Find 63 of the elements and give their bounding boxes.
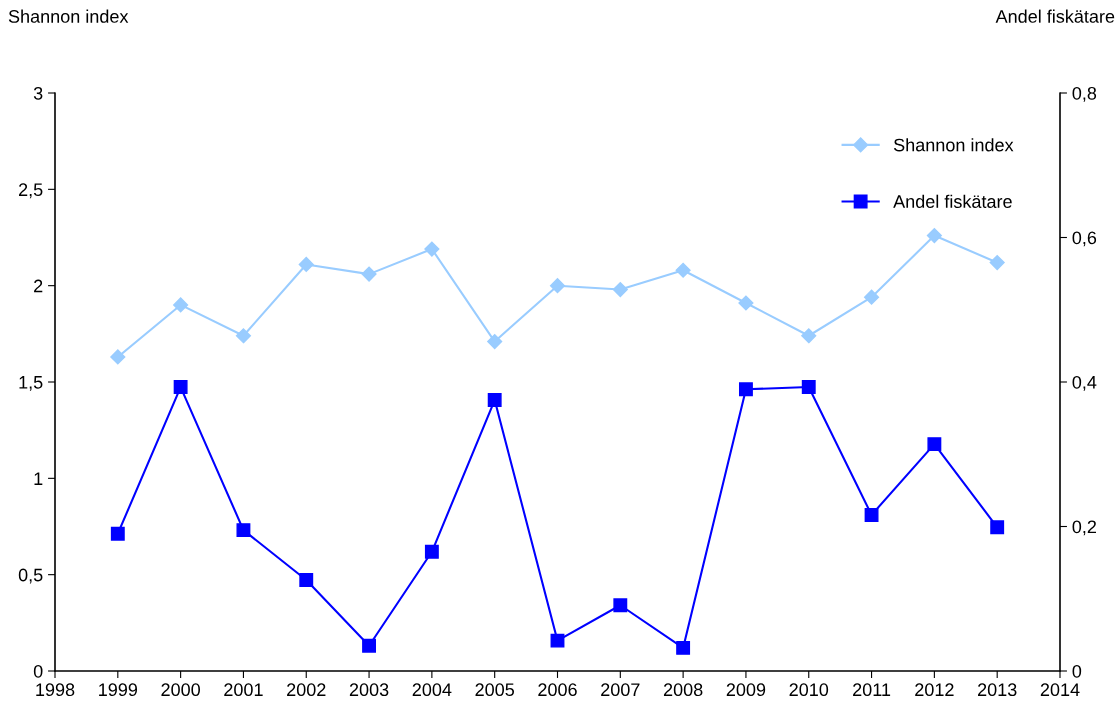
y-tick-label: 0 [33,664,43,678]
x-tick-label: 2000 [161,683,200,697]
point [549,278,566,294]
point [298,256,314,273]
x-tick-label: 2001 [224,683,263,697]
point [424,241,440,257]
point [487,393,502,408]
y-tick-label: 2 [34,279,43,293]
point [362,638,377,653]
x-tick-label: 2004 [412,683,452,697]
x-tick-label: 2003 [349,683,389,697]
x-tick-label: 2009 [726,683,766,697]
point [927,437,942,452]
point [738,382,753,397]
y-tick-label: 2,5 [19,183,43,199]
point [676,640,691,655]
point [613,598,628,613]
x-tick-label: 2002 [287,683,326,697]
point [173,380,188,395]
legend-label: Shannon index [893,138,1014,152]
x-tick-label: 2014 [1040,683,1080,697]
point [110,349,126,365]
y-tick-label: 3 [33,86,43,100]
x-tick-label: 1998 [36,683,75,697]
y-tick-label: 1,5 [19,376,43,391]
point [989,254,1005,271]
y-axis-title: Shannon index [8,9,129,23]
point [173,297,189,313]
x-tick-label: 2005 [475,683,515,697]
point [738,295,754,311]
point [864,507,879,522]
point [990,520,1005,535]
point [926,228,942,244]
point [236,523,251,538]
x-tick-label: 2013 [978,683,1017,697]
y2-tick-label: 0 [1072,664,1082,678]
point [110,526,125,541]
x-tick-label: 2010 [789,683,829,697]
point [487,333,503,350]
point [801,328,817,344]
x-tick-label: 2012 [915,683,954,697]
legend-label: Andel fiskätare [893,194,1012,208]
x-tick-label: 1999 [99,683,138,697]
y2-tick-label: 0,4 [1072,375,1097,391]
point [863,289,880,305]
x-tick-label: 2011 [853,683,891,697]
y-tick-label: 1 [34,472,43,485]
point [612,281,628,298]
point [361,266,377,282]
point [424,544,439,559]
y2-tick-label: 0,2 [1072,520,1096,536]
point [675,262,691,278]
point [550,633,565,648]
x-tick-label: 2007 [601,683,640,697]
y-tick-label: 0,5 [18,568,43,584]
y2-axis-title: Andel fiskätare [995,9,1115,23]
point [801,380,816,395]
point [299,573,314,587]
x-tick-label: 2008 [663,683,703,697]
y2-tick-label: 0,8 [1072,86,1097,102]
x-tick-label: 2006 [538,683,577,697]
point [235,328,252,344]
y2-tick-label: 0,6 [1072,231,1097,247]
